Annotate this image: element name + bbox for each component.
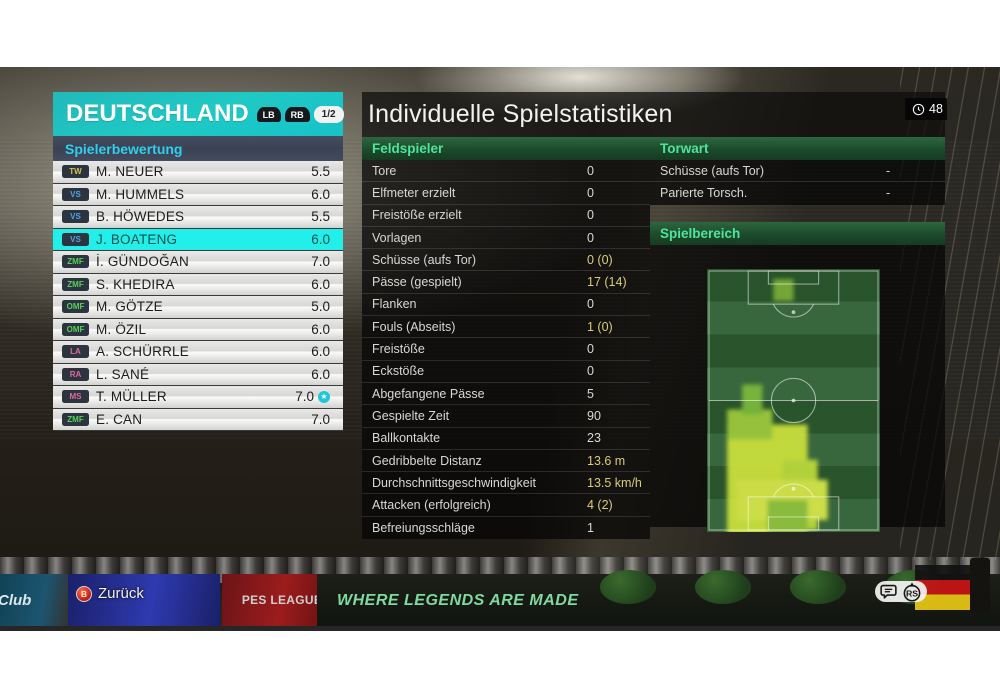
svg-text:RS: RS <box>906 588 918 598</box>
